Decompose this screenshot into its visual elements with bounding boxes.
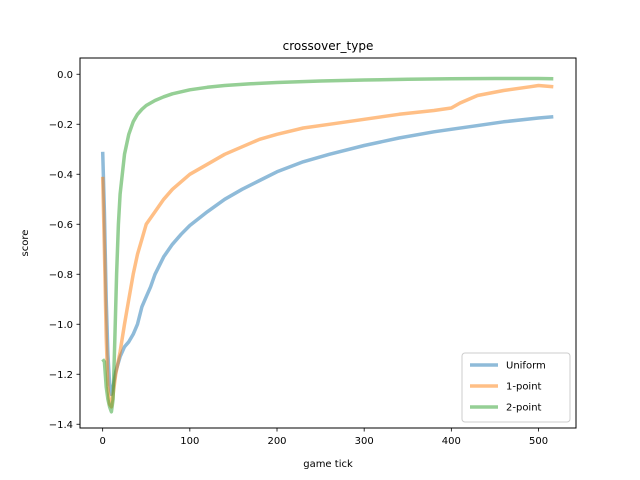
- plot-lines: [100, 76, 554, 414]
- x-tick-label: 100: [180, 436, 199, 447]
- y-axis-title: score: [20, 230, 31, 257]
- y-tick-label: −0.6: [49, 220, 73, 231]
- x-axis-ticks: 0 100 200 300 400 500: [99, 428, 548, 447]
- x-tick-label: 200: [267, 436, 286, 447]
- legend: Uniform 1-point 2-point: [461, 352, 571, 423]
- y-axis-ticks: 0.0 −0.2 −0.4 −0.6 −0.8 −1.0 −1.2 −1.4: [49, 70, 80, 431]
- series-line-3: [101, 76, 554, 414]
- y-tick-label: −1.4: [49, 420, 73, 431]
- y-tick-label: −0.2: [49, 120, 73, 131]
- x-tick-label: 400: [442, 436, 461, 447]
- y-tick-label: −0.8: [49, 270, 73, 281]
- x-axis-title: game tick: [303, 459, 353, 470]
- legend-box: [461, 352, 571, 423]
- plot-frame: [79, 57, 577, 429]
- y-tick-label: −1.0: [49, 320, 73, 331]
- x-tick-label: 300: [355, 436, 374, 447]
- legend-label: 1-point: [506, 382, 542, 393]
- x-tick-label: 500: [529, 436, 548, 447]
- y-tick-label: 0.0: [57, 70, 73, 81]
- chart-title: crossover_type: [283, 39, 374, 53]
- legend-label: Uniform: [506, 361, 546, 372]
- legend-label: 2-point: [506, 403, 542, 414]
- y-tick-label: −1.2: [49, 370, 73, 381]
- y-tick-label: −0.4: [49, 170, 73, 181]
- x-tick-label: 0: [99, 436, 105, 447]
